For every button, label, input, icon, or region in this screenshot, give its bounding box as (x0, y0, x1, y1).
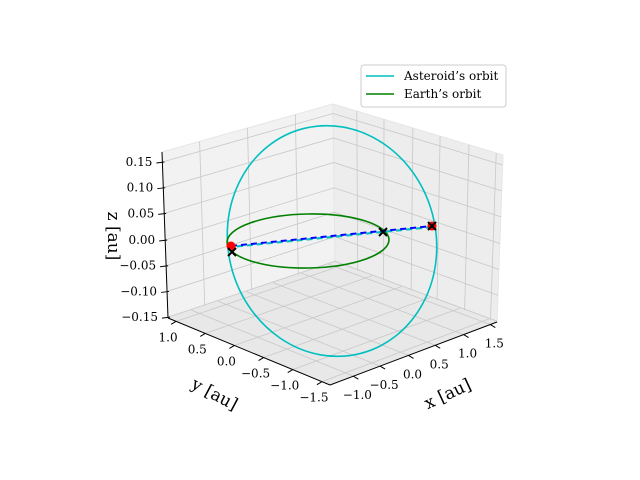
cross-marker (227, 247, 237, 257)
x-gridline (328, 263, 491, 325)
y-tick (287, 369, 293, 374)
x-axis-label: x [au] (421, 375, 474, 414)
asteroid-orbit (226, 124, 438, 358)
z-tick-label: −0.15 (121, 310, 158, 324)
y-tick-label: 1.0 (159, 330, 178, 344)
x-gridline (273, 282, 436, 346)
x-tick-label: 0.0 (403, 367, 422, 381)
y-gridline (175, 264, 344, 322)
y-gridline (234, 286, 402, 346)
cross-marker (378, 227, 388, 237)
z-tick-label: −0.05 (119, 259, 156, 273)
x-tick-label: 1.5 (485, 337, 504, 351)
y-tick-label: −1.5 (299, 391, 328, 405)
x-tick (434, 344, 441, 349)
y-gridline (292, 307, 460, 370)
y-gridline (263, 297, 431, 358)
z-tick (161, 316, 171, 319)
x-tick (379, 365, 386, 370)
y-axis-line (167, 317, 331, 386)
x-gridline (464, 144, 470, 311)
legend: Asteroid’s orbit Earth’s orbit (360, 64, 507, 108)
y-tick (170, 320, 177, 325)
x-gridline (356, 111, 359, 271)
x-tick-label: −0.5 (370, 378, 399, 392)
x-gridline (436, 136, 441, 300)
y-tick (316, 381, 323, 386)
y-axis-label: y [au] (187, 374, 241, 415)
z-tick-label: 0.05 (128, 206, 155, 220)
z-gridline (164, 162, 501, 218)
z-gridline (166, 236, 499, 296)
x-tick-label: −1.0 (343, 388, 372, 402)
z-tick-label: 0.00 (128, 233, 155, 247)
z-gridline (163, 137, 502, 192)
x-tick (353, 375, 359, 380)
x-tick (463, 334, 469, 339)
z-tick-label: −0.10 (120, 284, 157, 298)
z-gridline (167, 260, 498, 322)
legend-earth: Earth’s orbit (404, 87, 481, 101)
y-tick-label: 0.0 (217, 354, 236, 368)
x-tick-label: 0.5 (430, 357, 449, 371)
z-axis-line (161, 151, 169, 319)
legend-asteroid: Asteroid’s orbit (403, 69, 498, 83)
z-axis-label: z [au] (103, 212, 123, 261)
y-tick (258, 357, 264, 361)
y-tick-label: −1.0 (270, 379, 299, 393)
z-tick (160, 265, 169, 268)
x-tick (408, 354, 414, 359)
z-tick (159, 239, 168, 242)
x-gridline (410, 127, 414, 291)
earth-orbit (226, 213, 390, 269)
transfer-line (230, 225, 433, 247)
y-tick (200, 332, 206, 337)
x-gridline (191, 309, 354, 377)
z-tick (160, 290, 170, 293)
x-gridline (301, 272, 464, 335)
z-tick (158, 212, 167, 215)
z-gridline (165, 187, 500, 244)
y-tick-label: −0.5 (241, 367, 270, 381)
x-gridline (490, 152, 497, 320)
z-gridline (162, 113, 503, 166)
x-tick-label: 1.0 (458, 347, 477, 361)
grid (162, 111, 503, 383)
y-gridline (205, 275, 373, 334)
z-tick-label: 0.15 (126, 155, 153, 169)
z-gridline (165, 211, 500, 270)
x-axis-line (329, 321, 498, 386)
y-tick (229, 345, 235, 349)
y-gridline (321, 318, 490, 383)
z-tick-label: 0.10 (127, 181, 154, 195)
x-tick (490, 324, 496, 328)
z-tick (156, 161, 165, 164)
cross-marker (427, 221, 437, 231)
z-tick (157, 187, 166, 190)
y-tick-label: 0.5 (188, 342, 207, 356)
